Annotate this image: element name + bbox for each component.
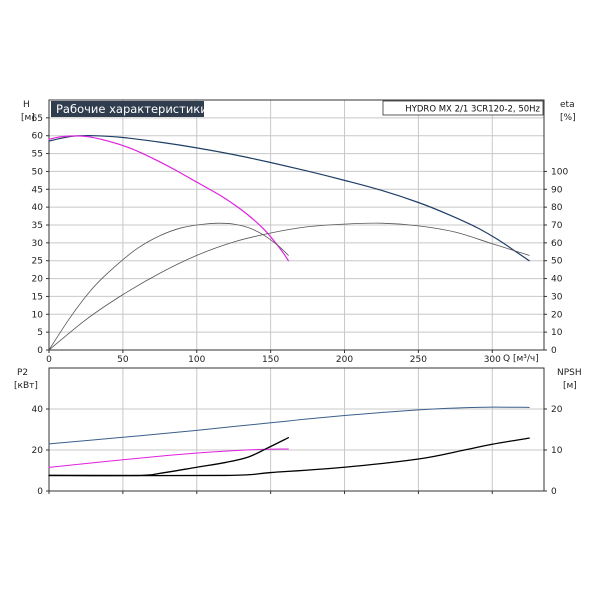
y-tick-label-h: 30 [32, 239, 44, 249]
y2-tick-label-npsh: 0 [551, 487, 557, 497]
curve-p2-full [48, 406, 530, 445]
x-tick-label: 0 [46, 355, 52, 365]
x-tick-label: 250 [410, 355, 427, 365]
y2-tick-label-eta: 80 [551, 203, 563, 213]
y-tick-label-h: 45 [32, 185, 43, 195]
y2-axis-label-eta: eta [560, 100, 575, 110]
qh-grid [48, 100, 544, 351]
curve-h-partial [48, 135, 289, 262]
y-tick-label-h: 65 [32, 114, 43, 124]
y2-axis-label-npsh: NPSH [557, 368, 582, 378]
model-box [382, 100, 544, 116]
curve-p2-partial [48, 448, 289, 468]
curve-npsh-partial [48, 437, 290, 477]
y-tick-label-h: 20 [32, 275, 44, 285]
y-tick-label-h: 0 [37, 346, 43, 356]
x-tick-label: 200 [336, 355, 353, 365]
y2-tick-label-eta: 0 [551, 346, 557, 356]
y2-tick-label-eta: 70 [551, 221, 563, 231]
axis-ticks: 0 50 100 150 200 250 3000510152025303540455055… [32, 114, 569, 497]
y-tick-label-h: 60 [32, 132, 44, 142]
y-tick-label-h: 35 [32, 221, 43, 231]
y-tick-label-h: 50 [32, 167, 44, 177]
y2-tick-label-eta: 60 [551, 239, 563, 249]
y-tick-label-h: 10 [32, 310, 44, 320]
y-axis-unit-p2: [кВт] [14, 381, 38, 391]
y-tick-label-h: 5 [37, 328, 43, 338]
curve-npsh-full [48, 437, 530, 477]
y2-tick-label-eta: 50 [551, 257, 563, 267]
y2-tick-label-eta: 100 [551, 167, 568, 177]
y-tick-label-h: 15 [32, 292, 43, 302]
y-axis-label-p2: P2 [17, 368, 28, 378]
curve-eta-full [48, 222, 530, 351]
x-tick-label: 300 [484, 355, 501, 365]
y-tick-label-h: 25 [32, 257, 43, 267]
y-tick-label-h: 55 [32, 150, 43, 160]
y2-tick-label-npsh: 10 [551, 446, 563, 456]
y2-tick-label-eta: 30 [551, 292, 563, 302]
x-tick-label: 150 [262, 355, 279, 365]
pump-model-label: HYDRO MX 2/1 3CR120-2, 50Hz [405, 105, 540, 115]
y2-tick-label-eta: 10 [551, 328, 563, 338]
y-tick-label-p2: 40 [32, 405, 44, 415]
power-plot-frame [48, 367, 545, 492]
power-curves [48, 406, 530, 477]
curve-h-full [48, 135, 530, 262]
y-tick-label-p2: 20 [32, 446, 44, 456]
y-axis-unit-h: [м] [21, 113, 35, 123]
qh-curves [48, 135, 530, 351]
y-axis-label-h: H [23, 100, 30, 110]
chart-title: Рабочие характеристики [56, 102, 208, 116]
y2-tick-label-eta: 90 [551, 185, 563, 195]
y2-tick-label-npsh: 20 [551, 405, 563, 415]
curve-eta-partial [48, 222, 289, 351]
y-tick-label-p2: 0 [37, 487, 43, 497]
x-tick-label: 50 [117, 355, 129, 365]
x-tick-label: 100 [188, 355, 205, 365]
y2-tick-label-eta: 40 [551, 275, 563, 285]
y2-tick-label-eta: 20 [551, 310, 563, 320]
x-axis-label-q: Q [м³/ч] [503, 354, 539, 364]
y2-axis-unit-npsh: [м] [563, 381, 577, 391]
y-tick-label-h: 40 [32, 203, 44, 213]
y2-axis-unit-eta: [%] [560, 113, 576, 123]
title-box [51, 101, 204, 117]
